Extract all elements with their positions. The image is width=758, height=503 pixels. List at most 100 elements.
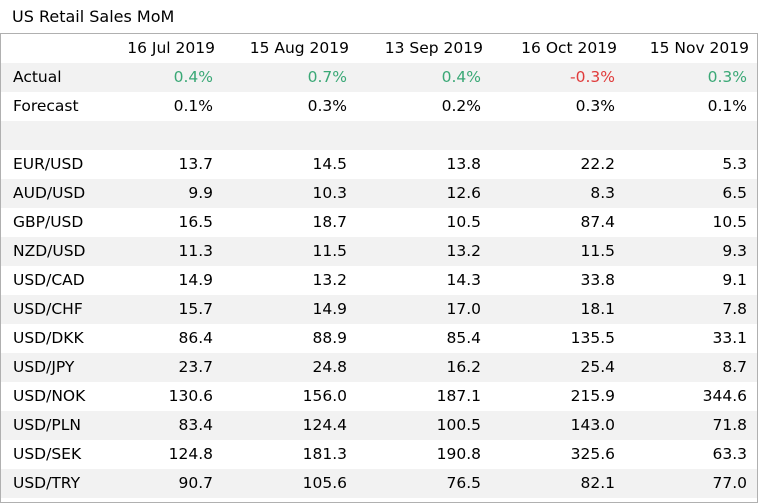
row-label: Actual xyxy=(1,63,96,92)
table-cell: 33.8 xyxy=(580,271,615,289)
table-cell: 87.4 xyxy=(580,213,615,231)
row-label: AUD/USD xyxy=(1,179,96,208)
table-cell: 14.5 xyxy=(312,155,347,173)
table-cell: 7.8 xyxy=(625,295,757,324)
row-label: Forecast xyxy=(13,97,79,115)
forecast-value: 0.2% xyxy=(441,97,481,115)
table-cell: 11.3 xyxy=(96,237,223,266)
table-cell: 18.1 xyxy=(491,295,625,324)
spacer-cell xyxy=(1,121,757,150)
table-cell: 6.5 xyxy=(625,179,757,208)
table-cell: 190.8 xyxy=(436,445,481,463)
table-cell: 83.4 xyxy=(96,411,223,440)
table-cell: 14.3 xyxy=(446,271,481,289)
table-row: USD/CHF 15.7 14.9 17.0 18.1 7.8 xyxy=(1,295,757,324)
actual-value: 0.3% xyxy=(625,63,757,92)
table-cell: 215.9 xyxy=(570,387,615,405)
table-cell: 16.5 xyxy=(178,213,213,231)
table-cell: 15.7 xyxy=(96,295,223,324)
row-label: USD/SEK xyxy=(13,445,82,463)
table-row: USD/TRY 90.7 105.6 76.5 82.1 77.0 xyxy=(1,469,757,498)
header-row: 16 Jul 2019 15 Aug 2019 13 Sep 2019 16 O… xyxy=(1,34,757,63)
column-header: 15 Aug 2019 xyxy=(223,34,357,63)
table-title: US Retail Sales MoM xyxy=(12,7,175,26)
table-row: USD/PLN 83.4 124.4 100.5 143.0 71.8 xyxy=(1,411,757,440)
spacer-row xyxy=(1,121,757,150)
table-cell: 10.3 xyxy=(223,179,357,208)
table-cell: 14.9 xyxy=(223,295,357,324)
table-cell: 156.0 xyxy=(302,387,347,405)
forecast-row: Forecast 0.1% 0.3% 0.2% 0.3% 0.1% xyxy=(1,92,757,121)
row-label: NZD/USD xyxy=(1,237,96,266)
table-cell: 8.7 xyxy=(625,353,757,382)
table-cell: 143.0 xyxy=(491,411,625,440)
table-cell: 5.3 xyxy=(722,155,747,173)
row-label: GBP/USD xyxy=(13,213,84,231)
row-label: USD/NOK xyxy=(13,387,86,405)
table-cell: 22.2 xyxy=(580,155,615,173)
table-cell: 10.5 xyxy=(712,213,747,231)
table-row: USD/DKK 86.4 88.9 85.4 135.5 33.1 xyxy=(1,324,757,353)
table-cell: 10.5 xyxy=(446,213,481,231)
column-header: 13 Sep 2019 xyxy=(357,34,491,63)
table-cell: 181.3 xyxy=(302,445,347,463)
table-cell: 13.2 xyxy=(357,237,491,266)
table-cell: 325.6 xyxy=(570,445,615,463)
table-row: GBP/USD 16.5 18.7 10.5 87.4 10.5 xyxy=(1,208,757,237)
forecast-value: 0.1% xyxy=(173,97,213,115)
table-cell: 9.3 xyxy=(625,237,757,266)
column-header: 15 Nov 2019 xyxy=(625,34,757,63)
retail-sales-table: 16 Jul 2019 15 Aug 2019 13 Sep 2019 16 O… xyxy=(1,34,757,498)
table-row: USD/NOK 130.6 156.0 187.1 215.9 344.6 xyxy=(1,382,757,411)
table-row: USD/CAD 14.9 13.2 14.3 33.8 9.1 xyxy=(1,266,757,295)
table-cell: 90.7 xyxy=(96,469,223,498)
table-cell: 18.7 xyxy=(312,213,347,231)
table-cell: 9.1 xyxy=(722,271,747,289)
column-header: 16 Oct 2019 xyxy=(491,34,625,63)
table-cell: 24.8 xyxy=(223,353,357,382)
table-cell: 76.5 xyxy=(357,469,491,498)
table-row: NZD/USD 11.3 11.5 13.2 11.5 9.3 xyxy=(1,237,757,266)
table-cell: 23.7 xyxy=(96,353,223,382)
table-cell: 71.8 xyxy=(625,411,757,440)
table-cell: 63.3 xyxy=(712,445,747,463)
table-cell: 17.0 xyxy=(357,295,491,324)
table-cell: 11.5 xyxy=(491,237,625,266)
forecast-value: 0.1% xyxy=(707,97,747,115)
row-label: USD/PLN xyxy=(1,411,96,440)
actual-value: 0.4% xyxy=(96,63,223,92)
actual-value: 0.7% xyxy=(223,63,357,92)
actual-value: 0.4% xyxy=(357,63,491,92)
actual-value: -0.3% xyxy=(491,63,625,92)
table-cell: 135.5 xyxy=(570,329,615,347)
table-cell: 25.4 xyxy=(491,353,625,382)
header-corner xyxy=(1,34,96,63)
row-label: USD/DKK xyxy=(13,329,84,347)
table-row: AUD/USD 9.9 10.3 12.6 8.3 6.5 xyxy=(1,179,757,208)
row-label: USD/JPY xyxy=(1,353,96,382)
forecast-value: 0.3% xyxy=(575,97,615,115)
table-cell: 14.9 xyxy=(178,271,213,289)
data-table-frame: 16 Jul 2019 15 Aug 2019 13 Sep 2019 16 O… xyxy=(0,33,758,503)
forecast-value: 0.3% xyxy=(307,97,347,115)
table-cell: 130.6 xyxy=(168,387,213,405)
table-cell: 100.5 xyxy=(357,411,491,440)
table-cell: 11.5 xyxy=(223,237,357,266)
table-cell: 344.6 xyxy=(702,387,747,405)
table-cell: 13.7 xyxy=(178,155,213,173)
table-cell: 9.9 xyxy=(96,179,223,208)
table-cell: 16.2 xyxy=(357,353,491,382)
row-label: USD/CHF xyxy=(1,295,96,324)
row-label: USD/TRY xyxy=(1,469,96,498)
column-header: 16 Jul 2019 xyxy=(96,34,223,63)
table-cell: 187.1 xyxy=(436,387,481,405)
table-cell: 77.0 xyxy=(625,469,757,498)
table-cell: 124.4 xyxy=(223,411,357,440)
table-cell: 82.1 xyxy=(491,469,625,498)
row-label: EUR/USD xyxy=(13,155,84,173)
actual-row: Actual 0.4% 0.7% 0.4% -0.3% 0.3% xyxy=(1,63,757,92)
table-cell: 12.6 xyxy=(357,179,491,208)
table-cell: 33.1 xyxy=(712,329,747,347)
table-row: USD/SEK 124.8 181.3 190.8 325.6 63.3 xyxy=(1,440,757,469)
table-cell: 13.8 xyxy=(446,155,481,173)
